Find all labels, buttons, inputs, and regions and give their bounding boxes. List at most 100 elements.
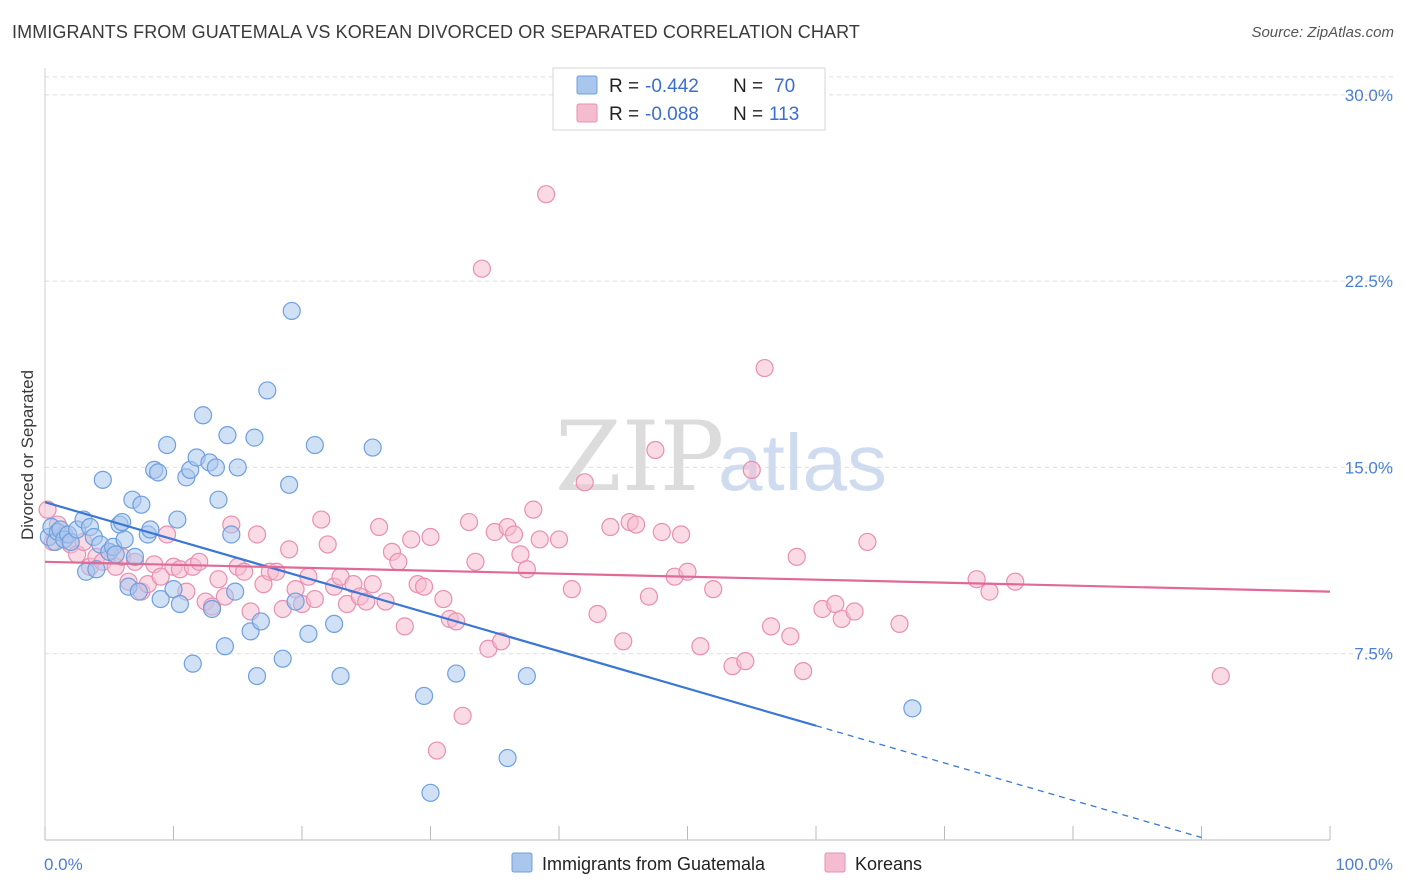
data-point xyxy=(761,617,781,636)
bottom-legend: Immigrants from Guatemala Koreans xyxy=(511,852,922,874)
y-tick-labels: 7.5% 15.0% 22.5% 30.0% xyxy=(1345,86,1393,664)
y-tick-label: 15.0% xyxy=(1345,458,1393,477)
data-point xyxy=(845,602,864,621)
legend-n-label: N = xyxy=(733,76,763,97)
data-point xyxy=(151,567,170,586)
legend-r-label: R = xyxy=(609,76,639,97)
legend-r-value: -0.442 xyxy=(645,76,699,97)
data-point xyxy=(517,666,536,686)
data-point xyxy=(524,500,543,519)
data-point xyxy=(414,577,434,596)
data-point xyxy=(38,500,57,519)
trend-lines xyxy=(44,501,1331,839)
data-point xyxy=(787,547,806,566)
data-point xyxy=(588,604,607,624)
data-point xyxy=(1006,572,1025,591)
data-point xyxy=(299,624,318,643)
data-point xyxy=(87,560,106,579)
y-tick-label: 7.5% xyxy=(1354,645,1393,664)
data-point xyxy=(691,637,710,656)
data-point xyxy=(226,582,245,601)
series-guatemala-points xyxy=(39,301,922,802)
data-point xyxy=(202,599,222,619)
data-point xyxy=(1211,666,1230,686)
legend-n-value: 70 xyxy=(774,76,795,97)
data-point xyxy=(125,547,145,566)
data-point xyxy=(215,637,234,656)
data-point xyxy=(549,530,569,549)
x-tick-labels: 0.0% 100.0% xyxy=(44,855,1393,874)
data-point xyxy=(755,358,774,378)
data-point xyxy=(190,552,209,571)
data-point xyxy=(363,575,382,594)
data-point xyxy=(492,632,511,651)
data-point xyxy=(168,510,187,529)
data-point xyxy=(421,527,440,547)
data-point xyxy=(209,570,228,589)
data-point xyxy=(517,560,536,579)
data-point xyxy=(562,580,581,599)
legend-n-label: N = xyxy=(733,104,763,125)
data-point xyxy=(704,580,723,599)
trend-line-guatemala xyxy=(44,501,817,727)
data-point xyxy=(331,666,350,686)
data-point xyxy=(466,552,485,571)
data-point xyxy=(193,406,213,425)
data-point xyxy=(115,530,134,549)
data-point xyxy=(395,617,414,636)
data-point xyxy=(247,525,267,544)
data-point xyxy=(601,517,620,537)
data-point xyxy=(614,632,633,651)
legend-box xyxy=(552,67,826,131)
data-point xyxy=(370,517,389,537)
data-point xyxy=(498,748,517,768)
data-point xyxy=(318,535,337,554)
data-point xyxy=(273,649,292,668)
data-point xyxy=(325,614,344,634)
data-point xyxy=(282,301,301,321)
x-tick-label-max: 100.0% xyxy=(1335,855,1393,874)
data-point xyxy=(626,515,646,534)
data-point xyxy=(148,463,168,482)
data-point xyxy=(781,627,800,646)
data-point xyxy=(639,587,659,606)
data-point xyxy=(206,458,226,477)
x-tick-label-min: 0.0% xyxy=(44,855,83,874)
data-point xyxy=(453,706,472,725)
data-point xyxy=(93,470,112,489)
legend-n-value: 113 xyxy=(769,104,799,125)
data-point xyxy=(305,589,324,609)
axes xyxy=(44,68,1331,841)
data-point xyxy=(129,582,148,601)
legend-swatch-koreans xyxy=(576,103,598,123)
data-point xyxy=(228,458,247,477)
data-point xyxy=(671,525,691,544)
data-point xyxy=(305,435,324,455)
data-point xyxy=(389,552,408,571)
data-point xyxy=(286,592,305,611)
data-point xyxy=(459,512,479,532)
data-point xyxy=(794,661,813,681)
data-point xyxy=(247,666,267,686)
data-point xyxy=(890,614,909,634)
data-point xyxy=(646,440,665,460)
data-point xyxy=(222,525,241,544)
data-point xyxy=(980,582,999,601)
legend-r-label: R = xyxy=(609,104,639,125)
data-point xyxy=(151,589,170,609)
data-point xyxy=(421,783,440,802)
legend: R = -0.442 N = 70 R = -0.088 N = 113 xyxy=(552,67,826,131)
data-point xyxy=(209,490,228,509)
data-point xyxy=(251,612,270,631)
data-point xyxy=(447,664,466,683)
bottom-legend-label-guatemala: Immigrants from Guatemala xyxy=(542,854,766,874)
data-point xyxy=(157,435,177,455)
source-credit: Source: ZipAtlas.com xyxy=(1251,24,1394,41)
data-point xyxy=(742,460,761,480)
data-point xyxy=(218,426,237,445)
bottom-legend-swatch-guatemala xyxy=(511,852,533,873)
data-point xyxy=(414,686,434,706)
data-point xyxy=(245,428,264,447)
data-point xyxy=(903,699,922,718)
